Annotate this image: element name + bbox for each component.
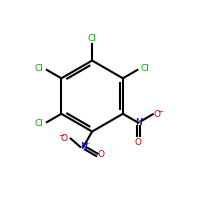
Text: +: + — [84, 141, 89, 146]
Text: −: − — [58, 133, 64, 139]
Text: N: N — [135, 118, 142, 127]
Text: O: O — [154, 110, 161, 119]
Text: Cl: Cl — [88, 34, 97, 43]
Text: N: N — [80, 142, 87, 151]
Text: O: O — [135, 138, 142, 147]
Text: +: + — [139, 117, 144, 122]
Text: O: O — [61, 134, 68, 143]
Text: O: O — [98, 150, 105, 159]
Text: Cl: Cl — [140, 64, 149, 73]
Text: Cl: Cl — [35, 64, 44, 73]
Text: −: − — [157, 109, 163, 115]
Text: Cl: Cl — [35, 119, 44, 128]
